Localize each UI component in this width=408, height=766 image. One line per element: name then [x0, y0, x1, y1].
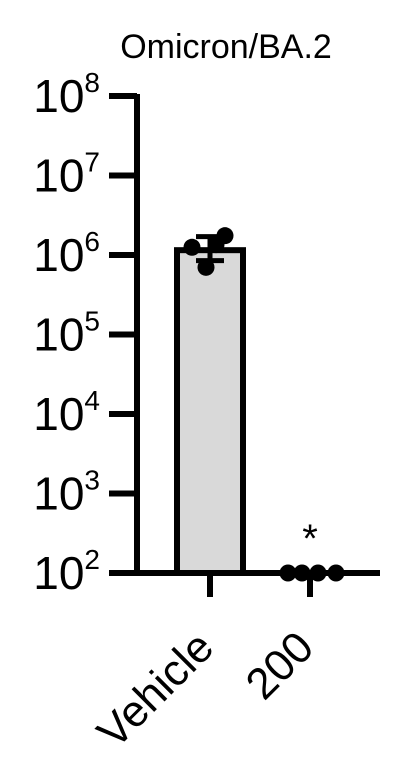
point-1-0 — [279, 564, 297, 582]
data-points — [183, 227, 345, 582]
point-0-1 — [207, 236, 225, 254]
y-tick-label-2: 104 — [33, 385, 100, 440]
point-1-2 — [309, 564, 327, 582]
y-tick-label-6: 108 — [33, 67, 100, 122]
y-ticks: 102 103 104 105 106 107 108 — [33, 67, 137, 599]
point-0-3 — [197, 258, 215, 276]
y-tick-label-4: 106 — [33, 226, 100, 281]
annotations: * — [302, 517, 318, 561]
x-tick-label-1: 200 — [237, 622, 324, 709]
x-tick-labels: Vehicle 200 — [88, 622, 323, 757]
annotation-0: * — [302, 517, 318, 561]
axes — [134, 94, 380, 597]
y-tick-label-1: 103 — [33, 465, 100, 520]
point-0-2 — [183, 238, 201, 256]
y-tick-label-0: 102 — [33, 544, 100, 599]
bars — [174, 247, 246, 576]
x-tick-label-0: Vehicle — [88, 622, 223, 757]
y-tick-label-5: 107 — [33, 147, 100, 202]
chart-title: Omicron/BA.2 — [120, 28, 332, 66]
bar-vehicle — [174, 247, 246, 576]
point-1-3 — [327, 564, 345, 582]
y-tick-label-3: 105 — [33, 306, 100, 361]
point-1-1 — [293, 564, 311, 582]
